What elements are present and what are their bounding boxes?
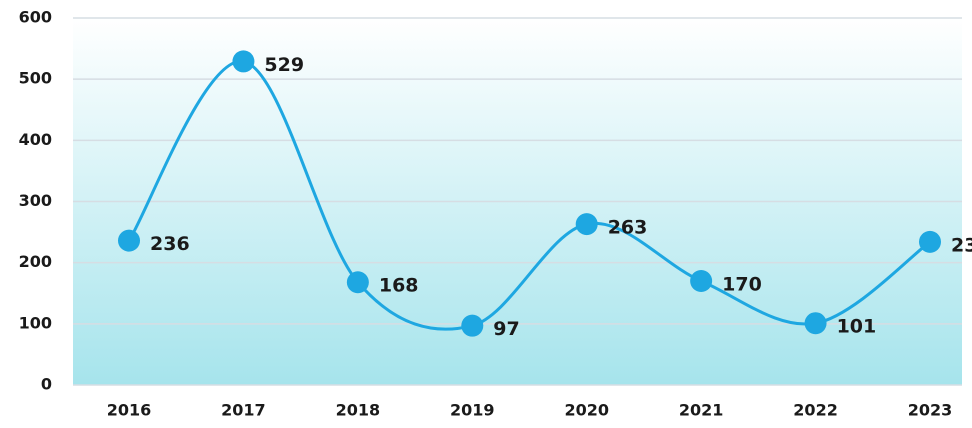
x-tick-label: 2022 [793,401,838,420]
marker [575,213,598,236]
data-label: 529 [264,54,304,76]
y-tick-label: 500 [19,69,52,88]
marker [804,312,827,335]
x-tick-label: 2023 [908,401,953,420]
x-tick-label: 2018 [336,401,381,420]
x-tick-label: 2019 [450,401,495,420]
marker [118,229,140,252]
marker [919,230,941,253]
marker [690,270,713,293]
marker [346,271,369,294]
y-tick-label: 200 [19,252,52,271]
data-label: 236 [150,233,190,255]
data-label: 170 [722,274,762,296]
data-label: 97 [493,318,519,340]
data-label: 234 [951,234,972,256]
x-tick-label: 2020 [564,401,609,420]
data-label: 263 [608,217,648,239]
data-label: 168 [379,275,419,297]
y-tick-label: 100 [19,313,52,332]
y-tick-label: 300 [19,191,52,210]
x-tick-label: 2021 [679,401,724,420]
x-tick-label: 2016 [107,401,152,420]
y-tick-label: 0 [41,375,52,394]
y-tick-label: 600 [19,8,52,27]
y-tick-label: 400 [19,130,52,149]
x-tick-label: 2017 [221,401,266,420]
data-label: 101 [837,316,877,338]
marker [461,314,484,337]
marker [232,50,255,73]
